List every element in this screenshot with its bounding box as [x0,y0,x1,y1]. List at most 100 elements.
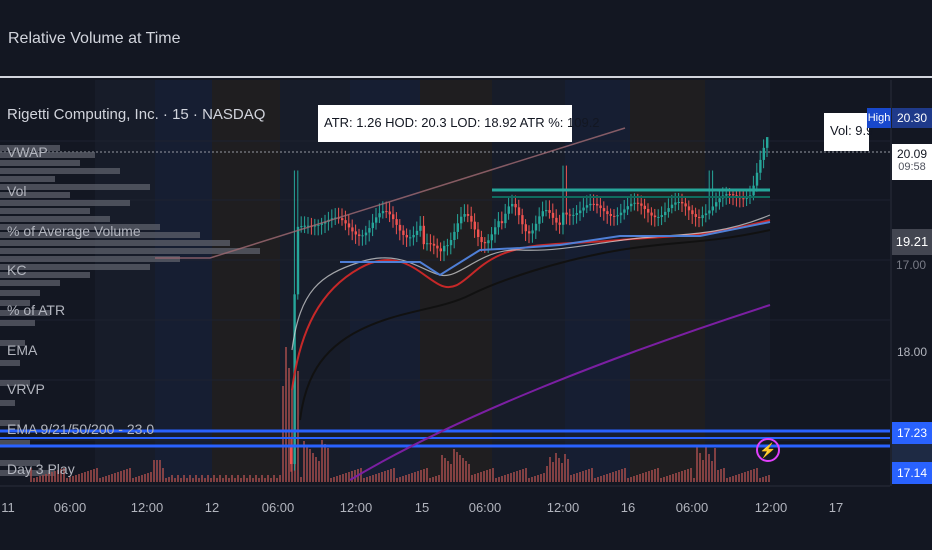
indicator-label[interactable]: % of Average Volume [7,223,141,239]
indicator-label[interactable]: KC [7,262,27,278]
volume-bar [93,469,95,482]
volume-bar [531,477,533,482]
indicator-label[interactable]: EMA 9/21/50/200 - 23.0 [7,421,155,437]
indicator-label[interactable]: % of ATR [7,302,66,318]
volume-bar [627,478,629,482]
volume-bar [633,476,635,482]
time-tick: 15 [415,500,429,515]
volume-bar [366,477,368,482]
candle-body [640,203,643,206]
candle-body [524,224,527,232]
candle-body [344,220,347,224]
volume-bar [183,475,185,482]
volume-bar [606,474,608,482]
volume-bar [567,459,569,482]
volume-bar [447,461,449,482]
candle-body [375,217,378,223]
candle-body [422,225,425,245]
volume-bar [429,478,431,482]
volume-bar [66,478,68,482]
volume-bar [471,475,473,482]
volume-bar [363,478,365,482]
volume-bar [153,460,155,482]
indicator-title[interactable]: Relative Volume at Time [8,30,181,47]
lightning-icon[interactable]: ⚡ [756,438,780,462]
volume-bar [231,475,233,482]
candle-body [487,240,490,244]
volume-bar [117,472,119,482]
volume-bar [306,445,308,482]
volume-bar [639,474,641,482]
high-price-text: 20.30 [896,111,928,125]
volume-bar [612,472,614,482]
candle-body [517,207,521,216]
volume-bar [327,448,329,482]
candle-body [575,213,578,215]
volume-profile-bar [0,340,25,346]
volume-bar [234,478,236,482]
indicator-label[interactable]: VWAP [7,144,48,160]
candle-body [718,198,721,203]
volume-bar [69,477,71,482]
volume-bar [744,472,746,482]
volume-bar [180,478,182,482]
volume-bar [474,474,476,482]
volume-bar [300,477,302,482]
volume-bar [750,470,752,482]
candle-body [599,205,602,209]
volume-bar [273,475,275,482]
volume-bar [726,478,728,482]
volume-bar [756,468,758,482]
candle-body [296,226,300,295]
volume-bar [108,475,110,482]
volume-bar [186,478,188,482]
volume-bar [243,475,245,482]
candle-body [643,205,646,210]
volume-bar [285,347,287,482]
candle-body [500,221,504,224]
volume-bar [498,477,500,482]
candle-body [698,216,701,219]
symbol-title[interactable]: Rigetti Computing, Inc. · 15 · NASDAQ [7,106,266,123]
volume-bar [381,472,383,482]
indicator-label[interactable]: Vol [7,183,27,199]
volume-bar [33,478,35,482]
volume-bar [675,473,677,482]
volume-bar [492,468,494,482]
indicator-label[interactable]: EMA [7,342,38,358]
candle-body [558,222,561,225]
volume-profile-bar [0,420,20,426]
volume-bar [42,475,44,482]
volume-bar [81,473,83,482]
volume-bar [345,473,347,482]
volume-profile-bar [0,272,90,278]
volume-bar [561,463,563,482]
candle-body [528,231,531,234]
candle-body [415,230,419,235]
candle-body [609,214,612,216]
volume-bar [651,470,653,482]
volume-bar [423,469,425,482]
volume-profile-bar [0,152,95,158]
price-chart[interactable]: 11 06:00 12:00 12 06:00 12:00 15 06:00 12:00 16 06… [0,78,932,550]
candle-body [667,208,670,212]
candle-body [694,214,697,217]
indicator-label[interactable]: VRVP [7,381,45,397]
volume-bar [156,460,158,482]
candle-body [405,234,408,238]
volume-bar [426,468,428,482]
volume-profile-bar [0,470,55,476]
time-tick: 06:00 [262,500,295,515]
candle-body [684,203,687,207]
volume-profile-bar [0,192,70,198]
volume-bar [405,475,407,482]
candle-body [630,203,633,207]
candle-body [514,203,517,208]
candle-body [660,215,663,217]
volume-bar [237,475,239,482]
volume-bar [348,472,350,482]
candle-body [494,227,497,235]
volume-bar [477,473,479,482]
volume-bar [90,470,92,482]
indicator-label[interactable]: Day 3 Play [7,461,75,477]
